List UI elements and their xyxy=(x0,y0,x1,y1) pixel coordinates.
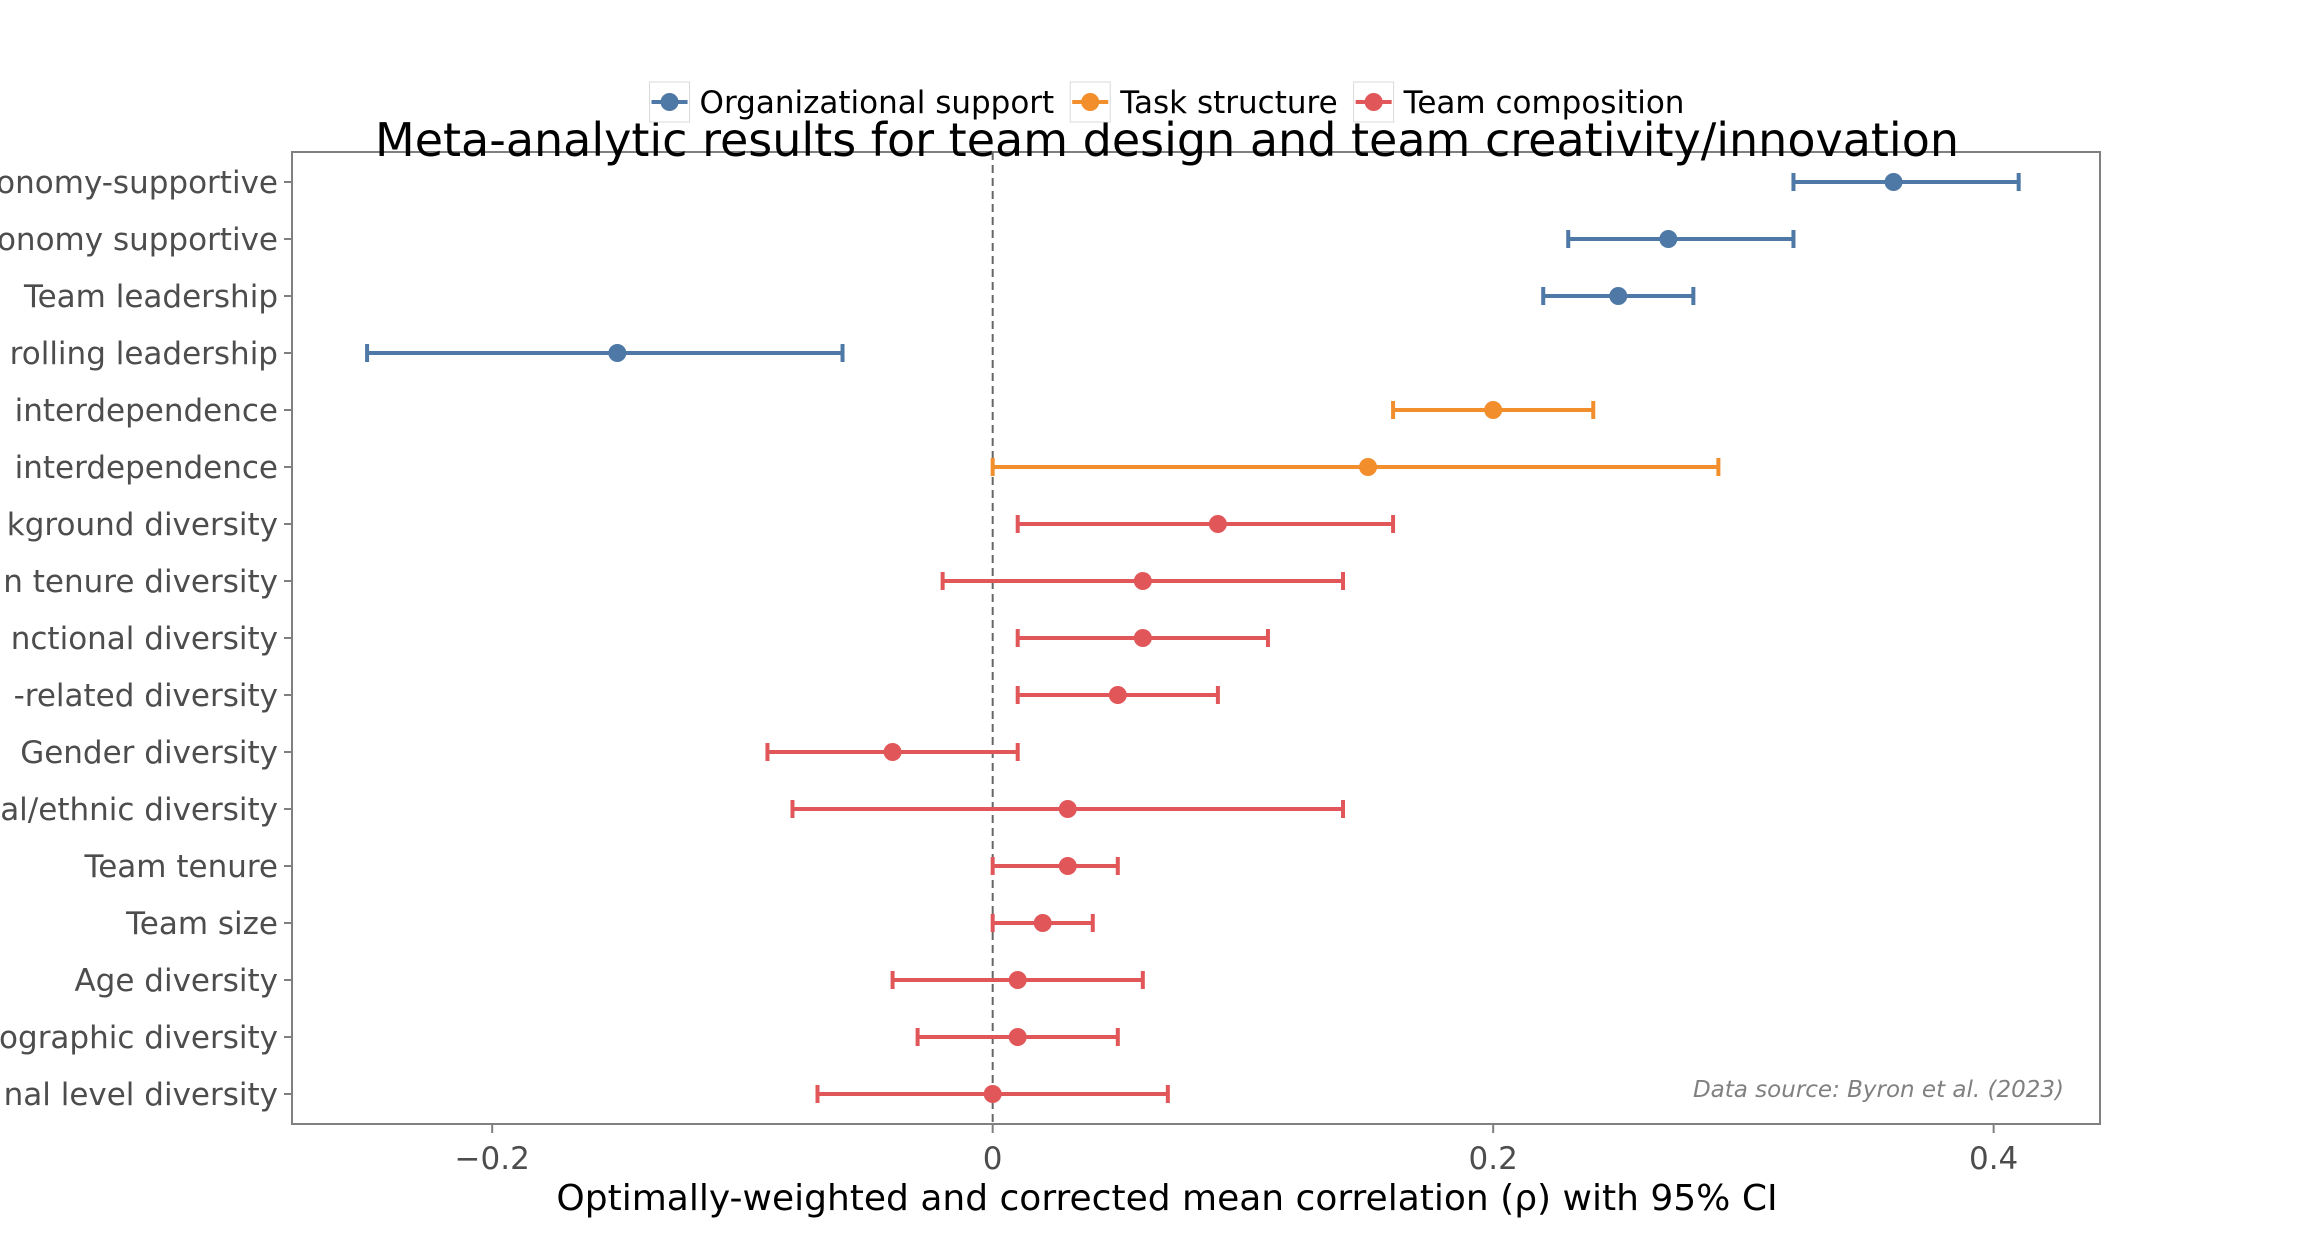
legend-key-marker xyxy=(1364,93,1383,111)
y-tick-label: n tenure diversity xyxy=(3,564,278,600)
row-14 xyxy=(890,971,1145,989)
legend-key-marker xyxy=(660,93,679,111)
row-3 xyxy=(365,344,845,362)
data-source-annotation: Data source: Byron et al. (2023) xyxy=(1693,1077,2064,1103)
row-9 xyxy=(1015,686,1220,704)
row-6 xyxy=(1015,515,1396,533)
point-estimate xyxy=(1359,458,1378,476)
point-estimate xyxy=(1108,686,1127,704)
point-estimate xyxy=(1208,515,1227,533)
row-12 xyxy=(990,857,1120,875)
y-tick-label: kground diversity xyxy=(7,507,278,543)
legend-label: Team composition xyxy=(1403,85,1685,121)
y-tick-label: rolling leadership xyxy=(10,336,278,372)
point-estimate xyxy=(1058,857,1077,875)
y-tick-label: Gender diversity xyxy=(20,735,278,771)
row-10 xyxy=(765,743,1020,761)
y-tick-label: Team leadership xyxy=(23,279,278,315)
x-tick-label: 0 xyxy=(983,1141,1003,1177)
x-tick-label: 0.2 xyxy=(1469,1141,1518,1177)
data-marks-layer xyxy=(365,173,2021,1103)
row-0 xyxy=(1791,173,2021,191)
y-tick-label: onomy supportive xyxy=(0,222,278,258)
legend-entry-0: Organizational support xyxy=(649,81,1055,123)
point-estimate xyxy=(1033,914,1052,932)
legend-label: Task structure xyxy=(1119,85,1337,121)
point-estimate xyxy=(608,344,627,362)
point-estimate xyxy=(1133,572,1152,590)
y-tick-label: Age diversity xyxy=(74,963,278,999)
row-11 xyxy=(790,800,1346,818)
x-axis: −0.2 0 0.2 0.4 xyxy=(455,1124,2018,1177)
y-tick-label: onomy-supportive xyxy=(0,165,278,201)
y-tick-label: nctional diversity xyxy=(11,621,278,657)
row-15 xyxy=(915,1028,1120,1046)
y-tick-label: nal level diversity xyxy=(4,1077,278,1113)
y-tick-label: interdependence xyxy=(15,393,278,429)
point-estimate xyxy=(1609,287,1628,305)
row-5 xyxy=(990,458,1721,476)
point-estimate xyxy=(983,1085,1002,1103)
row-13 xyxy=(990,914,1095,932)
row-16 xyxy=(815,1085,1170,1103)
row-4 xyxy=(1391,401,1596,419)
legend-entry-2: Team composition xyxy=(1353,81,1685,123)
y-tick-label: al/ethnic diversity xyxy=(0,792,278,828)
legend: Organizational support Task structure Team… xyxy=(649,81,1685,123)
legend-label: Organizational support xyxy=(700,85,1055,121)
row-7 xyxy=(940,572,1346,590)
legend-key-marker xyxy=(1081,93,1100,111)
y-tick-label: -related diversity xyxy=(14,678,278,714)
y-tick-label: Team tenure xyxy=(84,849,278,885)
legend-entry-1: Task structure xyxy=(1069,81,1338,123)
row-1 xyxy=(1566,230,1796,248)
point-estimate xyxy=(1659,230,1678,248)
point-estimate xyxy=(1484,401,1503,419)
chart-title: Meta-analytic results for team design an… xyxy=(375,113,1959,167)
point-estimate xyxy=(1008,971,1027,989)
row-8 xyxy=(1015,629,1270,647)
point-estimate xyxy=(1008,1028,1027,1046)
y-tick-label: ographic diversity xyxy=(0,1020,278,1056)
x-axis-label: Optimally-weighted and corrected mean co… xyxy=(556,1178,1777,1219)
point-estimate xyxy=(1133,629,1152,647)
point-estimate xyxy=(1058,800,1077,818)
point-estimate xyxy=(1884,173,1903,191)
y-axis: onomy-supportive onomy supportive Team lea… xyxy=(0,165,292,1113)
x-tick-label: 0.4 xyxy=(1969,1141,2018,1177)
y-tick-label: Team size xyxy=(125,906,278,942)
y-tick-label: interdependence xyxy=(15,450,278,486)
point-estimate xyxy=(883,743,902,761)
x-tick-label: −0.2 xyxy=(455,1141,530,1177)
row-2 xyxy=(1541,287,1696,305)
